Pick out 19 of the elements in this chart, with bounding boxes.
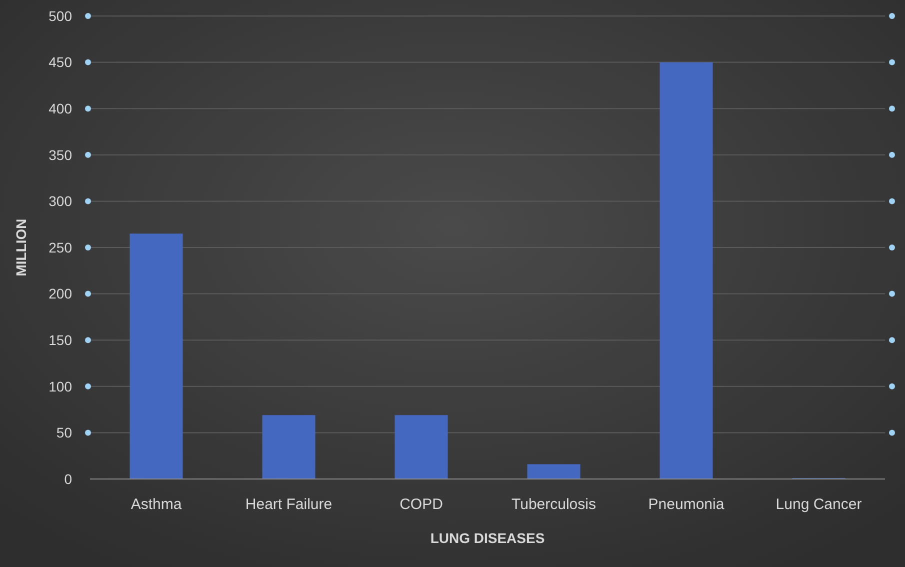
- x-axis-title: LUNG DISEASES: [430, 530, 545, 546]
- y-axis-title: MILLION: [13, 218, 29, 276]
- y-tick-label: 50: [56, 424, 72, 441]
- x-tick-label: Heart Failure: [245, 496, 332, 513]
- y-tick-label: 450: [48, 54, 72, 70]
- y-tick-label: 250: [48, 239, 72, 256]
- y-tick-label: 150: [48, 332, 72, 348]
- y-tick-label: 350: [48, 146, 72, 163]
- y-tick-label: 300: [48, 193, 72, 210]
- y-tick-label: 500: [48, 8, 72, 24]
- x-tick-label: Pneumonia: [648, 496, 725, 513]
- y-tick-label: 100: [48, 378, 72, 394]
- x-tick-label: COPD: [400, 496, 444, 513]
- x-tick-label: Asthma: [130, 496, 182, 513]
- x-tick-label: Lung Cancer: [776, 496, 862, 513]
- x-tick-label: Tuberculosis: [512, 496, 596, 513]
- y-tick-label: 0: [64, 470, 72, 487]
- y-tick-label: 200: [48, 286, 72, 302]
- y-tick-label: 400: [48, 100, 72, 116]
